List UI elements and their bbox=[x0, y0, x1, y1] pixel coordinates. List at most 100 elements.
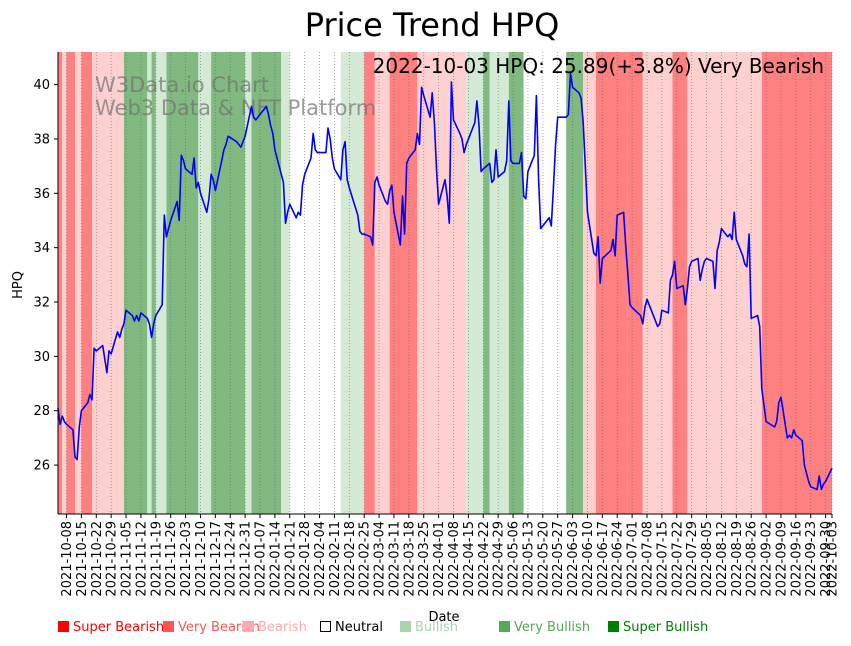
sentiment-band bbox=[62, 52, 67, 514]
sentiment-band bbox=[595, 52, 628, 514]
legend-swatch bbox=[320, 621, 331, 632]
sentiment-band bbox=[151, 52, 156, 514]
sentiment-band bbox=[166, 52, 199, 514]
legend: Super Bearish Very Bearish Bearish Neutral B… bbox=[58, 620, 848, 638]
x-tick-label: 2021-11-05 bbox=[120, 521, 135, 597]
watermark-line1: W3Data.io Chart bbox=[95, 73, 269, 97]
y-tick-label: 38 bbox=[33, 132, 50, 147]
x-tick-label: 2022-01-21 bbox=[283, 521, 298, 597]
x-tick-label: 2022-09-30 bbox=[819, 521, 834, 597]
sentiment-band bbox=[147, 52, 152, 514]
x-tick-label: 2021-12-24 bbox=[224, 521, 239, 597]
legend-label: Super Bullish bbox=[623, 620, 709, 635]
x-tick-label: 2022-07-01 bbox=[626, 521, 641, 597]
x-tick-label: 2022-08-12 bbox=[715, 521, 730, 597]
x-tick-label: 2022-01-14 bbox=[268, 521, 283, 597]
legend-label: Bearish bbox=[258, 620, 307, 635]
legend-item: Bearish bbox=[243, 620, 307, 635]
sentiment-band bbox=[523, 52, 567, 514]
x-tick-label: 2022-06-17 bbox=[596, 521, 611, 597]
y-tick-label: 28 bbox=[33, 404, 50, 419]
sentiment-band bbox=[340, 52, 365, 514]
legend-item: Very Bearish bbox=[163, 620, 260, 635]
x-tick-label: 2021-11-19 bbox=[149, 521, 164, 597]
sentiment-band bbox=[81, 52, 93, 514]
legend-item: Neutral bbox=[320, 620, 383, 635]
x-tick-label: 2022-06-10 bbox=[581, 521, 596, 597]
sentiment-band bbox=[687, 52, 762, 514]
legend-label: Neutral bbox=[335, 620, 383, 635]
x-tick-label: 2022-02-25 bbox=[358, 521, 373, 597]
legend-item: Super Bearish bbox=[58, 620, 164, 635]
legend-swatch bbox=[163, 621, 174, 632]
x-tick-label: 2022-05-13 bbox=[521, 521, 536, 597]
sentiment-band bbox=[642, 52, 673, 514]
y-tick-label: 26 bbox=[33, 459, 50, 474]
x-axis-ticks: 2021-10-08 2021-10-15 2021-10-22 2021-10-29… bbox=[60, 514, 841, 597]
x-tick-label: 2021-10-15 bbox=[75, 521, 90, 597]
legend-item: Very Bullish bbox=[499, 620, 590, 635]
x-tick-label: 2022-01-07 bbox=[254, 521, 269, 597]
y-tick-label: 40 bbox=[33, 78, 50, 93]
x-tick-label: 2022-05-20 bbox=[536, 521, 551, 597]
x-tick-label: 2021-11-26 bbox=[164, 521, 179, 597]
legend-label: Super Bearish bbox=[73, 620, 165, 635]
legend-item: Bullish bbox=[400, 620, 458, 635]
watermark-line2: Web3 Data & NFT Platform bbox=[95, 96, 376, 120]
x-tick-label: 2022-02-18 bbox=[343, 521, 358, 597]
sentiment-band bbox=[508, 52, 524, 514]
x-tick-label: 2021-12-10 bbox=[194, 521, 209, 597]
sentiment-band bbox=[672, 52, 688, 514]
sentiment-band bbox=[374, 52, 390, 514]
x-tick-label: 2022-06-24 bbox=[611, 521, 626, 597]
x-tick-label: 2022-10-03 bbox=[826, 521, 841, 597]
y-tick-label: 36 bbox=[33, 187, 50, 202]
x-tick-label: 2022-05-27 bbox=[551, 521, 566, 597]
legend-swatch bbox=[243, 621, 254, 632]
sentiment-band bbox=[417, 52, 467, 514]
price-line bbox=[57, 72, 833, 491]
legend-item: Super Bullish bbox=[608, 620, 708, 635]
x-tick-label: 2022-03-11 bbox=[388, 521, 403, 597]
x-tick-label: 2022-03-04 bbox=[373, 521, 388, 597]
x-tick-label: 2022-09-23 bbox=[804, 521, 819, 597]
x-tick-label: 2022-09-09 bbox=[775, 521, 790, 597]
x-tick-label: 2022-08-19 bbox=[730, 521, 745, 597]
x-tick-label: 2022-07-29 bbox=[685, 521, 700, 597]
sentiment-band bbox=[123, 52, 148, 514]
axes bbox=[57, 52, 832, 515]
sentiment-band bbox=[211, 52, 246, 514]
x-tick-label: 2022-06-03 bbox=[566, 521, 581, 597]
x-tick-label: 2022-01-28 bbox=[298, 521, 313, 597]
y-tick-label: 32 bbox=[33, 296, 50, 311]
sentiment-band bbox=[155, 52, 167, 514]
x-tick-label: 2022-05-06 bbox=[507, 521, 522, 597]
x-tick-label: 2021-10-22 bbox=[90, 521, 105, 597]
sentiment-band bbox=[58, 52, 63, 514]
legend-swatch bbox=[400, 621, 411, 632]
sentiment-band bbox=[761, 52, 832, 514]
sentiment-band bbox=[198, 52, 212, 514]
legend-label: Bullish bbox=[415, 620, 459, 635]
legend-swatch bbox=[608, 621, 619, 632]
sentiment-band bbox=[251, 52, 282, 514]
sentiment-band bbox=[583, 52, 596, 514]
x-tick-label: 2022-02-04 bbox=[313, 521, 328, 597]
x-tick-label: 2022-08-26 bbox=[745, 521, 760, 597]
legend-label: Very Bearish bbox=[178, 620, 260, 635]
x-tick-label: 2021-11-12 bbox=[134, 521, 149, 597]
sentiment-band bbox=[489, 52, 509, 514]
x-tick-label: 2022-04-01 bbox=[432, 521, 447, 597]
legend-swatch bbox=[58, 621, 69, 632]
x-tick-label: 2021-12-03 bbox=[179, 521, 194, 597]
x-axis-label: Date bbox=[428, 610, 459, 625]
x-tick-label: 2022-07-08 bbox=[641, 521, 656, 597]
y-tick-label: 30 bbox=[33, 350, 50, 365]
legend-label: Very Bullish bbox=[514, 620, 591, 635]
x-tick-label: 2022-04-15 bbox=[462, 521, 477, 597]
x-tick-label: 2022-04-08 bbox=[447, 521, 462, 597]
x-tick-label: 2022-04-22 bbox=[477, 521, 492, 597]
y-axis-ticks: 26 28 30 32 34 36 38 40 bbox=[33, 78, 58, 474]
x-tick-label: 2022-03-18 bbox=[402, 521, 417, 597]
x-tick-label: 2022-02-11 bbox=[328, 521, 343, 597]
